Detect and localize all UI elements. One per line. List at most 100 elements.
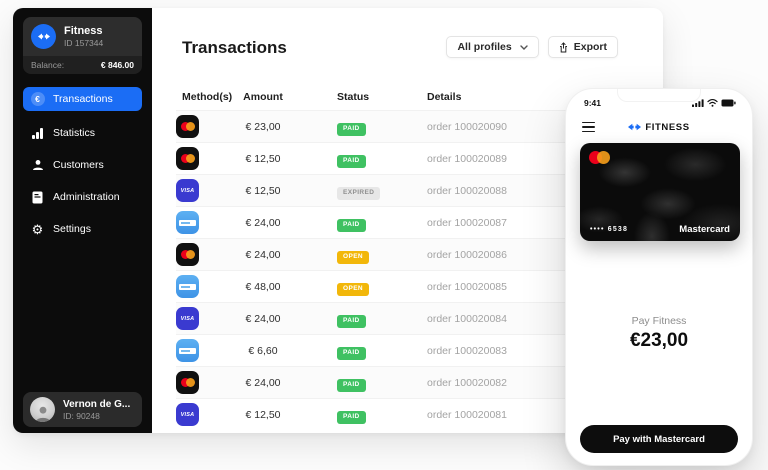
- table-row[interactable]: € 12,50 PAID order 100020081: [176, 398, 633, 430]
- merchant-id: ID 157344: [64, 38, 104, 49]
- status-badge: OPEN: [337, 251, 370, 264]
- table-row[interactable]: € 48,00 OPEN order 100020085: [176, 270, 633, 302]
- euro-coin-icon: [30, 92, 45, 107]
- table-body: € 23,00 PAID order 100020090 € 12,50 PAI…: [176, 110, 633, 430]
- balance-label: Balance:: [31, 60, 65, 70]
- sidebar-item-statistics[interactable]: Statistics: [23, 117, 142, 149]
- sidebar-item-label: Administration: [53, 191, 120, 203]
- table-row[interactable]: € 24,00 PAID order 100020087: [176, 206, 633, 238]
- amount-cell: € 12,50: [245, 184, 281, 197]
- card-icon: [176, 275, 199, 298]
- table-row[interactable]: € 24,00 OPEN order 100020086: [176, 238, 633, 270]
- details-cell: order 100020083: [427, 344, 507, 357]
- visa-icon: [176, 179, 199, 202]
- mastercard-icon: [176, 371, 199, 394]
- sidebar-item-label: Statistics: [53, 127, 96, 139]
- amount-cell: € 12,50: [245, 408, 281, 421]
- amount-cell: € 24,00: [245, 216, 281, 229]
- column-header-details: Details: [427, 91, 462, 103]
- mastercard-icon: [176, 147, 199, 170]
- pay-amount: €23,00: [629, 330, 689, 351]
- sidebar-item-administration[interactable]: Administration: [23, 181, 142, 213]
- sidebar-item-customers[interactable]: Customers: [23, 149, 142, 181]
- status-badge: PAID: [337, 219, 366, 232]
- amount-cell: € 12,50: [245, 152, 281, 165]
- sidebar-item-transactions[interactable]: Transactions: [23, 87, 142, 111]
- details-cell: order 100020086: [427, 248, 507, 261]
- status-time: 9:41: [584, 98, 602, 108]
- sidebar-item-label: Transactions: [53, 93, 113, 105]
- status-badge: OPEN: [337, 283, 370, 296]
- sidebar-item-label: Settings: [53, 223, 91, 235]
- person-icon: [30, 158, 45, 173]
- amount-cell: € 24,00: [245, 376, 281, 389]
- table-row[interactable]: € 12,50 PAID order 100020089: [176, 142, 633, 174]
- phone-mockup: 9:41 FITNESS •••• 6538 Mastercard Pay Fi…: [565, 88, 753, 466]
- main-content: Transactions All profiles Export Method(…: [152, 8, 663, 433]
- user-card[interactable]: Vernon de G... ID: 90248: [23, 392, 142, 427]
- payment-card: •••• 6538 Mastercard: [580, 143, 740, 241]
- document-icon: [30, 190, 45, 205]
- wifi-icon: [707, 99, 718, 107]
- signal-icon: [692, 99, 704, 107]
- user-id: ID: 90248: [63, 411, 100, 421]
- table-row[interactable]: € 12,50 EXPIRED order 100020088: [176, 174, 633, 206]
- phone-brand: FITNESS: [582, 122, 736, 133]
- table-row[interactable]: € 6,60 PAID order 100020083: [176, 334, 633, 366]
- amount-cell: € 24,00: [245, 312, 281, 325]
- phone-header: FITNESS: [582, 119, 736, 135]
- column-header-methods: Method(s): [182, 91, 233, 103]
- merchant-card[interactable]: Fitness ID 157344 Balance: € 846.00: [23, 17, 142, 74]
- balance-bar: Balance: € 846.00: [23, 56, 142, 74]
- export-button-label: Export: [573, 41, 607, 53]
- table-row[interactable]: € 24,00 PAID order 100020082: [176, 366, 633, 398]
- status-badge: PAID: [337, 379, 366, 392]
- details-cell: order 100020090: [427, 120, 507, 133]
- status-badge: PAID: [337, 411, 366, 424]
- mastercard-icon: [176, 243, 199, 266]
- details-cell: order 100020082: [427, 376, 507, 389]
- table-header: Method(s) Amount Status Details: [176, 84, 633, 110]
- pay-with-mastercard-button[interactable]: Pay with Mastercard: [580, 425, 738, 453]
- bar-chart-icon: [30, 126, 45, 141]
- transactions-table: Method(s) Amount Status Details € 23,00 …: [176, 84, 633, 433]
- amount-cell: € 23,00: [245, 120, 281, 133]
- table-row[interactable]: € 24,00 PAID order 100020084: [176, 302, 633, 334]
- status-badge: PAID: [337, 315, 366, 328]
- status-badge: EXPIRED: [337, 187, 381, 200]
- card-network: Mastercard: [679, 224, 730, 235]
- battery-icon: [721, 99, 736, 107]
- avatar: [30, 397, 55, 422]
- status-badge: PAID: [337, 123, 366, 136]
- table-row[interactable]: € 23,00 PAID order 100020090: [176, 110, 633, 142]
- arrows-logo-icon: [628, 123, 642, 131]
- details-cell: order 100020084: [427, 312, 507, 325]
- page-title: Transactions: [182, 38, 287, 57]
- chevron-down-icon: [520, 44, 528, 50]
- details-cell: order 100020081: [427, 408, 507, 421]
- visa-icon: [176, 307, 199, 330]
- user-name: Vernon de G...: [63, 399, 131, 410]
- column-header-status: Status: [337, 91, 370, 103]
- export-button[interactable]: Export: [547, 36, 618, 58]
- header-actions: All profiles Export: [446, 36, 618, 58]
- profiles-dropdown[interactable]: All profiles: [446, 36, 539, 58]
- phone-brand-label: FITNESS: [645, 121, 690, 133]
- amount-cell: € 24,00: [245, 248, 281, 261]
- details-cell: order 100020088: [427, 184, 507, 197]
- balance-value: € 846.00: [100, 60, 134, 70]
- hamburger-icon[interactable]: [582, 121, 595, 133]
- details-cell: order 100020085: [427, 280, 507, 293]
- status-badge: PAID: [337, 155, 366, 168]
- dashboard-window: Fitness ID 157344 Balance: € 846.00 Tran…: [13, 8, 663, 433]
- sidebar-item-settings[interactable]: Settings: [23, 213, 142, 245]
- column-header-amount: Amount: [243, 91, 283, 103]
- profiles-dropdown-label: All profiles: [457, 41, 512, 53]
- export-icon: [559, 41, 567, 52]
- card-icon: [176, 211, 199, 234]
- mastercard-icon: [176, 115, 199, 138]
- card-masked-number: •••• 6538: [590, 226, 629, 233]
- pay-label: Pay Fitness: [631, 315, 687, 327]
- amount-cell: € 48,00: [245, 280, 281, 293]
- gear-icon: [30, 222, 45, 237]
